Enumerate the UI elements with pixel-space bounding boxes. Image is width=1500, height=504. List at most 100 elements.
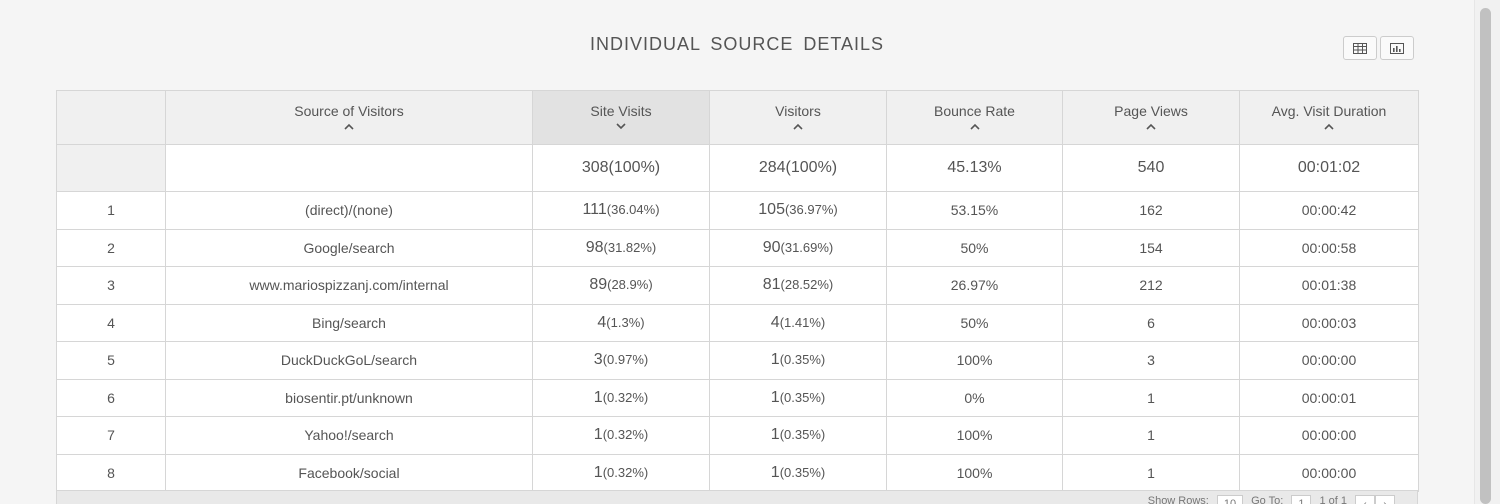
row-visitors-cell-percent: (0.35%) [779,352,826,368]
source-details-table: Source of Visitors Site Visits Visitors … [56,90,1419,492]
row-site-visits-cell-count: 98 [585,238,604,256]
row-visitors-cell-percent: (0.35%) [779,389,826,405]
table-row: 7 Yahoo!/search 1(0.32%) 1(0.35%) 100% 1 00:00… [56,416,1419,455]
row-site-visits-cell-count: 1 [593,463,603,481]
row-page-views-cell: 212 [1062,266,1240,305]
row-page-views-cell: 1 [1062,378,1240,417]
row-index-cell: 2 [56,228,166,267]
sort-up-icon [344,123,354,130]
row-index-cell: 6 [56,378,166,417]
page-title: INDIVIDUAL SOURCE DETAILS [589,34,885,54]
column-header-label: Source of Visitors [294,103,404,119]
sort-up-icon [1324,123,1334,130]
table-row: 2 Google/search 98(31.82%) 90(31.69%) 50% 154… [56,228,1419,267]
row-index-cell: 3 [56,266,166,305]
row-avg-duration-cell: 00:00:00 [1239,453,1419,492]
table-row: 1 (direct)/(none) 111(36.04%) 105(36.97%) 53… [56,191,1419,230]
row-visitors-cell: 81(28.52%) [709,266,887,305]
column-header-label: Site Visits [590,103,652,119]
column-header-avg-duration[interactable]: Avg. Visit Duration [1239,90,1419,145]
table-footer: Show Rows: 10 Go To: 1 1 of 1 ‹ › [56,490,1418,504]
goto-page-input[interactable]: 1 [1291,495,1312,504]
row-site-visits-cell-count: 4 [597,313,607,331]
column-header-bounce-rate[interactable]: Bounce Rate [886,90,1063,145]
table-view-button[interactable] [1343,36,1377,60]
row-site-visits-cell: 4(1.3%) [532,303,710,342]
row-source-cell: DuckDuckGoL/search [165,341,533,380]
row-bounce-rate-cell: 50% [886,228,1063,267]
row-avg-duration-cell: 00:00:01 [1239,378,1419,417]
row-source-cell: Google/search [165,228,533,267]
row-source-cell: (direct)/(none) [165,191,533,230]
row-source-cell: Yahoo!/search [165,416,533,455]
row-source-cell: biosentir.pt/unknown [165,378,533,417]
row-site-visits-cell: 89(28.9%) [532,266,710,305]
row-visitors-cell: 4(1.41%) [709,303,887,342]
row-site-visits-cell-count: 3 [593,351,603,369]
row-visitors-cell-percent: (36.97%) [784,202,838,218]
row-visitors-cell-percent: (31.69%) [780,239,834,255]
bar-chart-icon [1390,42,1404,54]
chart-view-button[interactable] [1380,36,1414,60]
pager: ‹ › [1355,495,1395,504]
totals-site-visits: 308(100%) [532,144,710,192]
row-bounce-rate-cell: 50% [886,303,1063,342]
row-avg-duration-cell: 00:00:00 [1239,416,1419,455]
row-source-cell: Facebook/social [165,453,533,492]
row-site-visits-cell: 3(0.97%) [532,341,710,380]
chevron-left-icon[interactable]: ‹ [1355,495,1375,504]
totals-bounce-rate: 45.13% [886,144,1063,192]
row-avg-duration-cell: 00:01:38 [1239,266,1419,305]
row-avg-duration-cell: 00:00:03 [1239,303,1419,342]
sort-down-icon [616,123,626,130]
show-rows-select[interactable]: 10 [1216,495,1244,504]
column-header-source[interactable]: Source of Visitors [165,90,533,145]
row-site-visits-cell-percent: (1.3%) [606,314,645,330]
column-header-site-visits[interactable]: Site Visits [532,90,710,145]
row-site-visits-cell-percent: (28.9%) [607,277,653,293]
row-site-visits-cell-percent: (0.32%) [602,464,649,480]
row-visitors-cell-count: 1 [770,426,780,444]
row-site-visits-cell-percent: (0.32%) [602,389,649,405]
row-source-cell: Bing/search [165,303,533,342]
column-header-index [56,90,166,145]
row-site-visits-cell: 1(0.32%) [532,378,710,417]
row-bounce-rate-cell: 53.15% [886,191,1063,230]
row-page-views-cell: 162 [1062,191,1240,230]
table-row: 6 biosentir.pt/unknown 1(0.32%) 1(0.35%) 0% 1… [56,378,1419,417]
row-site-visits-cell-percent: (31.82%) [603,239,657,255]
row-page-views-cell: 3 [1062,341,1240,380]
row-index-cell: 4 [56,303,166,342]
row-visitors-cell-percent: (0.35%) [779,427,826,443]
goto-label: Go To: [1251,495,1284,504]
row-avg-duration-cell: 00:00:58 [1239,228,1419,267]
column-header-visitors[interactable]: Visitors [709,90,887,145]
table-grid-icon [1353,42,1367,54]
row-index-cell: 5 [56,341,166,380]
vertical-scrollbar[interactable] [1474,0,1500,504]
totals-index-cell [56,144,166,192]
row-bounce-rate-cell: 100% [886,416,1063,455]
sort-up-icon [793,123,803,130]
column-header-label: Bounce Rate [934,103,1015,119]
row-avg-duration-cell: 00:00:42 [1239,191,1419,230]
row-bounce-rate-cell: 100% [886,341,1063,380]
column-header-page-views[interactable]: Page Views [1062,90,1240,145]
row-site-visits-cell: 111(36.04%) [532,191,710,230]
row-visitors-cell: 1(0.35%) [709,453,887,492]
row-site-visits-cell-percent: (0.97%) [602,352,649,368]
row-site-visits-cell-count: 89 [589,276,608,294]
row-visitors-cell-percent: (1.41%) [779,314,826,330]
row-visitors-cell-count: 81 [762,276,781,294]
row-page-views-cell: 154 [1062,228,1240,267]
column-header-label: Visitors [775,103,821,119]
row-visitors-cell: 1(0.35%) [709,378,887,417]
totals-visitors: 284(100%) [709,144,887,192]
row-page-views-cell: 1 [1062,453,1240,492]
chevron-right-icon[interactable]: › [1375,495,1395,504]
row-site-visits-cell-count: 1 [593,426,603,444]
row-index-cell: 8 [56,453,166,492]
scrollbar-thumb[interactable] [1480,8,1491,504]
row-visitors-cell-percent: (28.52%) [780,277,834,293]
row-bounce-rate-cell: 100% [886,453,1063,492]
